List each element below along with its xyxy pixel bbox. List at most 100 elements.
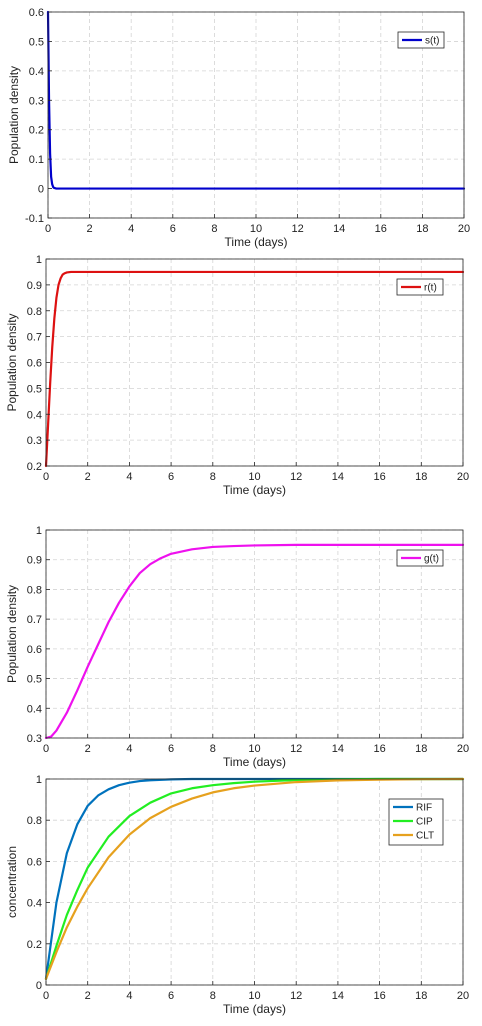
y-tick-label: 0.7	[27, 614, 42, 626]
x-tick-label: 14	[333, 223, 345, 235]
y-tick-label: 0.6	[27, 358, 42, 370]
x-tick-label: 20	[457, 990, 469, 1002]
x-tick-label: 16	[373, 990, 385, 1002]
y-axis-label: Population density	[5, 313, 19, 411]
x-tick-label: 0	[43, 743, 49, 755]
x-tick-label: 8	[210, 743, 216, 755]
y-tick-label: 0.6	[27, 856, 42, 868]
y-tick-label: 0.5	[27, 383, 42, 395]
y-tick-label: 1	[36, 774, 42, 786]
x-tick-label: 16	[373, 471, 385, 483]
y-tick-label: 1	[36, 254, 42, 266]
y-axis-label: Population density	[7, 66, 21, 164]
series-line-r(t)	[44, 270, 465, 468]
y-tick-label: 1	[36, 525, 42, 537]
y-tick-label: 0.7	[27, 332, 42, 344]
y-tick-label: 0.1	[29, 154, 44, 166]
x-tick-label: 18	[415, 471, 427, 483]
x-tick-label: 12	[290, 743, 302, 755]
y-tick-label: 0.3	[29, 95, 44, 107]
x-tick-label: 18	[416, 223, 428, 235]
y-tick-label: 0.8	[27, 584, 42, 596]
x-tick-label: 10	[248, 743, 260, 755]
y-tick-label: -0.1	[25, 213, 44, 225]
x-tick-label: 2	[85, 990, 91, 1002]
y-tick-label: 0.4	[29, 66, 44, 78]
y-tick-label: 0.6	[27, 644, 42, 656]
series-line-g(t)	[44, 543, 465, 740]
chart-panel-3: 0 2 4 6 8 10 12 14 16 18 20 0.3 0.4 0.5 0.6 0.7 0.8 0.9 1 T…	[5, 525, 469, 769]
x-tick-label: 4	[126, 471, 132, 483]
x-tick-label: 10	[248, 471, 260, 483]
x-tick-label: 20	[458, 223, 470, 235]
x-tick-label: 8	[210, 990, 216, 1002]
x-tick-label: 16	[373, 743, 385, 755]
x-tick-label: 18	[415, 743, 427, 755]
x-tick-label: 2	[85, 743, 91, 755]
x-tick-label: 6	[168, 471, 174, 483]
x-tick-label: 10	[248, 990, 260, 1002]
chart-panel-1: 0 2 4 6 8 10 12 14 16 18 20-0.100.10.20.30.40.50.6…	[7, 7, 470, 249]
x-tick-label: 0	[43, 990, 49, 1002]
series-line-CLT	[44, 777, 465, 980]
y-axis-label: Population density	[5, 585, 19, 683]
y-axis-label: concentration	[5, 846, 19, 918]
x-tick-label: 8	[211, 223, 217, 235]
legend: s(t)	[397, 31, 445, 49]
legend-label: RIF	[416, 803, 432, 814]
legend-label: g(t)	[424, 554, 439, 565]
x-tick-label: 8	[210, 471, 216, 483]
x-axis-label: Time (days)	[223, 1002, 286, 1016]
plot-area	[46, 259, 463, 466]
y-tick-label: 0.3	[27, 733, 42, 745]
y-tick-label: 0.8	[27, 815, 42, 827]
x-tick-label: 14	[332, 743, 344, 755]
x-tick-label: 16	[375, 223, 387, 235]
y-tick-label: 0.5	[27, 674, 42, 686]
y-tick-label: 0.2	[29, 125, 44, 137]
y-tick-label: 0.4	[27, 898, 42, 910]
x-tick-label: 6	[170, 223, 176, 235]
legend: g(t)	[396, 549, 444, 567]
y-tick-label: 0.9	[27, 555, 42, 567]
y-tick-label: 0.4	[27, 409, 42, 421]
x-tick-label: 4	[128, 223, 134, 235]
x-axis-label: Time (days)	[225, 235, 288, 249]
x-tick-label: 12	[290, 471, 302, 483]
legend: r(t)	[396, 278, 444, 296]
x-tick-label: 12	[290, 990, 302, 1002]
x-tick-label: 4	[126, 743, 132, 755]
x-tick-label: 14	[332, 990, 344, 1002]
plot-area	[46, 530, 463, 738]
y-tick-label: 0.3	[27, 435, 42, 447]
y-tick-label: 0.6	[29, 7, 44, 19]
x-tick-label: 18	[415, 990, 427, 1002]
y-tick-label: 0.9	[27, 280, 42, 292]
x-tick-label: 2	[85, 471, 91, 483]
y-tick-label: 0.4	[27, 703, 42, 715]
x-tick-label: 20	[457, 743, 469, 755]
x-tick-label: 4	[126, 990, 132, 1002]
y-tick-label: 0.5	[29, 36, 44, 48]
y-tick-label: 0.8	[27, 306, 42, 318]
legend-label: CLT	[416, 831, 434, 842]
x-axis-label: Time (days)	[223, 755, 286, 769]
y-tick-label: 0	[36, 980, 42, 992]
x-tick-label: 2	[87, 223, 93, 235]
y-tick-label: 0.2	[27, 461, 42, 473]
x-tick-label: 20	[457, 471, 469, 483]
x-tick-label: 6	[168, 743, 174, 755]
x-tick-label: 10	[250, 223, 262, 235]
y-tick-label: 0.2	[27, 939, 42, 951]
chart-panel-4: 0 2 4 6 8 10 12 14 16 18 20 0 0.2 0.4 0.6 0.8 1 Time (day…	[5, 774, 469, 1016]
legend-label: s(t)	[425, 36, 439, 47]
series-line-s(t)	[46, 10, 466, 190]
x-tick-label: 0	[45, 223, 51, 235]
x-tick-label: 14	[332, 471, 344, 483]
x-axis-label: Time (days)	[223, 483, 286, 497]
x-tick-label: 6	[168, 990, 174, 1002]
x-tick-label: 0	[43, 471, 49, 483]
legend: RIF CIP CLT	[388, 798, 444, 846]
x-tick-label: 12	[291, 223, 303, 235]
